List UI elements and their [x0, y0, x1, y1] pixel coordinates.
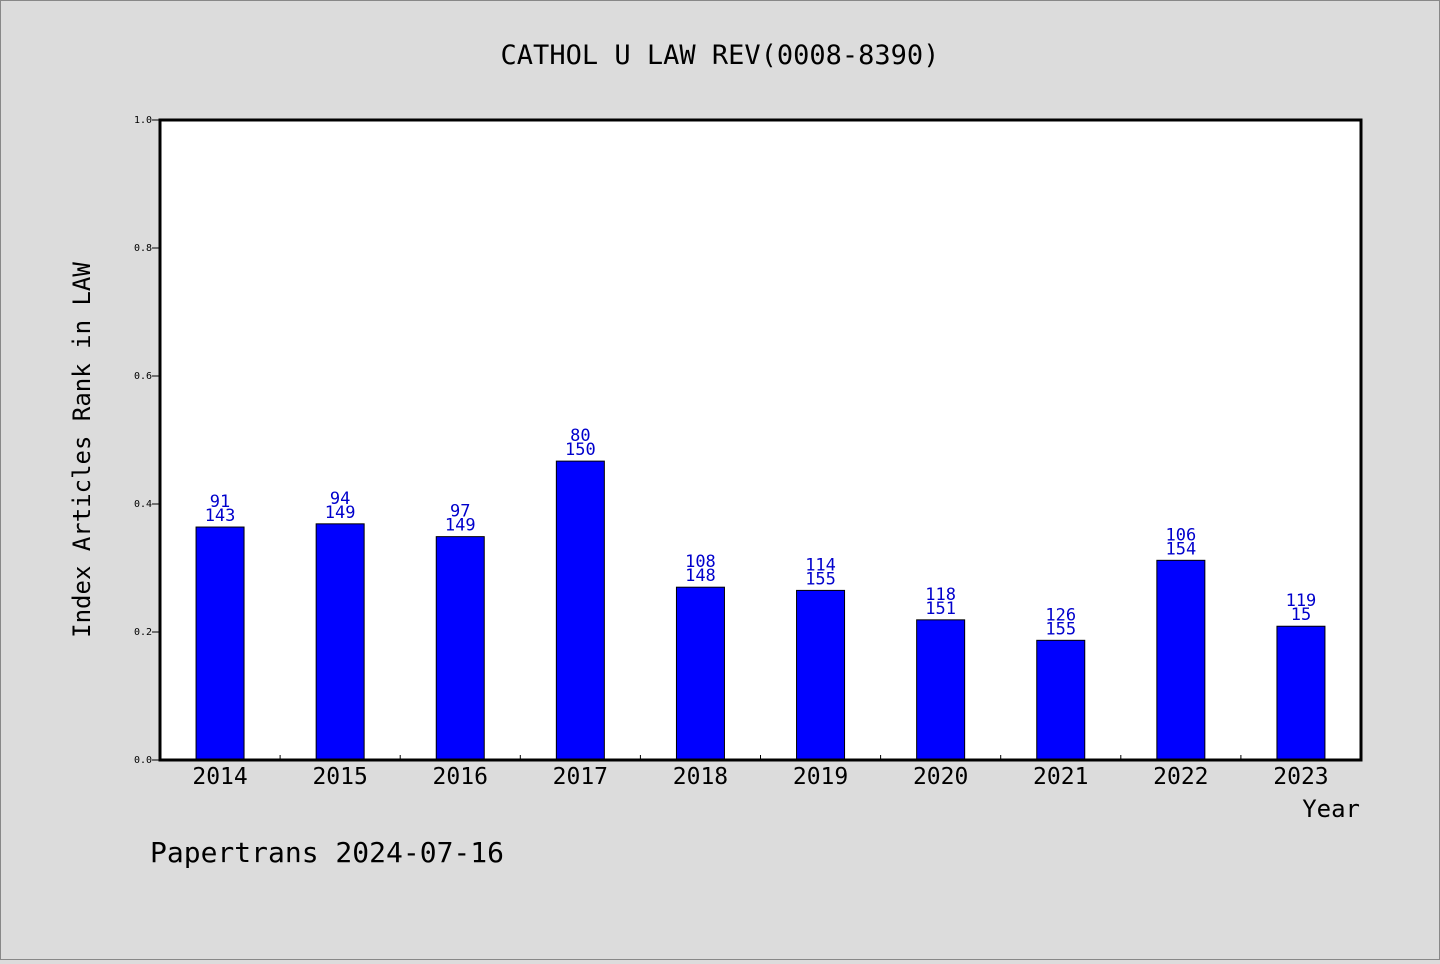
plot-frame [158, 118, 1363, 762]
chart-title: CATHOL U LAW REV(0008-8390) [501, 40, 940, 71]
bar-value-label-top: 106 [1165, 525, 1196, 545]
x-tick-label: 2023 [1273, 764, 1328, 790]
bar-value-label-top: 119 [1286, 591, 1317, 611]
bar-value-label-top: 94 [330, 489, 350, 509]
x-tick-label: 2014 [192, 764, 247, 790]
bar-value-label-top: 126 [1045, 605, 1076, 625]
bar [315, 523, 365, 761]
bar [1156, 559, 1206, 761]
bar-value-label-top: 108 [685, 552, 716, 572]
x-tick-label: 2015 [312, 764, 367, 790]
x-tick-label: 2020 [913, 764, 968, 790]
x-tick-label: 2016 [433, 764, 488, 790]
bar-value-label-bottom: 151 [925, 599, 956, 619]
y-tick-label: 0.6 [134, 371, 152, 382]
bar-value-label-top: 91 [210, 492, 230, 512]
x-tick-label: 2022 [1153, 764, 1208, 790]
y-tick-label: 1.0 [134, 115, 152, 126]
x-tick-label: 2018 [673, 764, 728, 790]
bar-value-label-top: 80 [570, 426, 590, 446]
bar-value-label-bottom: 15 [1291, 605, 1311, 625]
bar [195, 526, 245, 761]
ticks-layer: 0.0 0.2 0.4 0.6 0.8 1.0 2014 2015 2016 2017 2018 20… [134, 115, 1329, 790]
bar-value-label-bottom: 154 [1165, 539, 1196, 559]
bar-value-label-bottom: 149 [325, 503, 356, 523]
y-tick-label: 0.2 [134, 627, 152, 638]
bar [796, 589, 846, 761]
x-axis-label: Year [1302, 795, 1360, 823]
bar-value-label-bottom: 150 [565, 440, 596, 460]
bar [675, 586, 725, 761]
y-tick-label: 0.4 [134, 499, 152, 510]
bar-value-label-top: 114 [805, 555, 836, 575]
y-tick-label: 0.0 [134, 755, 152, 766]
bar-value-label-bottom: 143 [205, 506, 236, 526]
bar-value-label-bottom: 148 [685, 566, 716, 586]
bar [916, 619, 966, 761]
y-axis-label: Index Articles Rank in LAW [68, 262, 96, 638]
bar-value-label-bottom: 149 [445, 516, 476, 536]
x-tick-label: 2021 [1033, 764, 1088, 790]
bar [555, 460, 605, 761]
x-tick-label: 2017 [553, 764, 608, 790]
bar-value-label-top: 118 [925, 585, 956, 605]
bar-value-label-top: 97 [450, 502, 470, 522]
footer-text: Papertrans 2024-07-16 [150, 836, 504, 869]
bar-value-label-bottom: 155 [1045, 619, 1076, 639]
bar [1276, 625, 1326, 761]
bar [1036, 639, 1086, 761]
y-tick-label: 0.8 [134, 243, 152, 254]
bar-value-label-bottom: 155 [805, 569, 836, 589]
x-tick-label: 2019 [793, 764, 848, 790]
bar [435, 536, 485, 761]
